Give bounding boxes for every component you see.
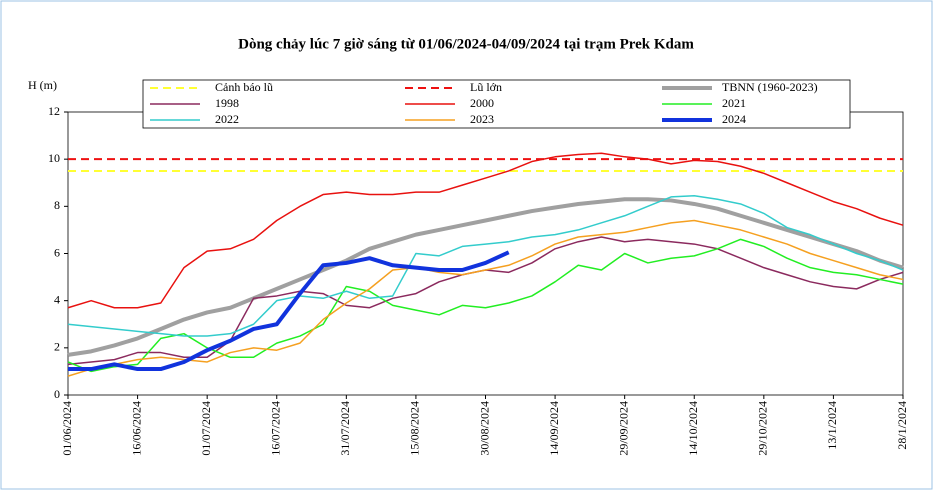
y-tick-label: 6 [54, 245, 60, 259]
x-tick-label: 15/08/2024 [408, 401, 422, 456]
legend-label: 2023 [470, 112, 494, 126]
legend-label: 2000 [470, 96, 494, 110]
y-tick-label: 8 [54, 198, 60, 212]
x-tick-label: 31/07/2024 [338, 401, 352, 456]
legend-label: 1998 [215, 96, 239, 110]
legend-label: 2021 [722, 96, 746, 110]
y-tick-label: 4 [54, 292, 60, 306]
y-axis-label: H (m) [28, 78, 57, 92]
legend-label: Lũ lớn [470, 80, 502, 94]
chart-title: Dòng chảy lúc 7 giờ sáng từ 01/06/2024-0… [238, 36, 694, 52]
y-tick-label: 0 [54, 387, 60, 401]
legend-label: 2022 [215, 112, 239, 126]
y-tick-label: 10 [48, 151, 60, 165]
x-tick-label: 14/09/2024 [547, 401, 561, 456]
x-tick-label: 13/1/2024 [825, 401, 839, 450]
x-tick-label: 29/09/2024 [616, 401, 630, 456]
legend-label: TBNN (1960-2023) [722, 80, 818, 94]
series-line [67, 194, 904, 337]
series-line [67, 152, 904, 309]
x-tick-label: 01/07/2024 [199, 401, 213, 456]
x-tick-label: 16/07/2024 [269, 401, 283, 456]
legend-label: Cảnh báo lũ [215, 80, 273, 94]
y-tick-label: 2 [54, 340, 60, 354]
series-line [67, 197, 904, 357]
x-tick-label: 14/10/2024 [686, 401, 700, 456]
y-tick-label: 12 [48, 104, 60, 118]
x-tick-label: 28/1/2024 [895, 401, 909, 450]
legend-label: 2024 [722, 112, 746, 126]
series-line [67, 238, 904, 373]
x-tick-label: 16/06/2024 [129, 401, 143, 456]
x-tick-label: 30/08/2024 [477, 401, 491, 456]
x-tick-label: 01/06/2024 [60, 401, 74, 456]
x-tick-label: 29/10/2024 [756, 401, 770, 456]
series-line [68, 250, 510, 372]
legend [142, 79, 851, 129]
series-line [67, 219, 904, 377]
